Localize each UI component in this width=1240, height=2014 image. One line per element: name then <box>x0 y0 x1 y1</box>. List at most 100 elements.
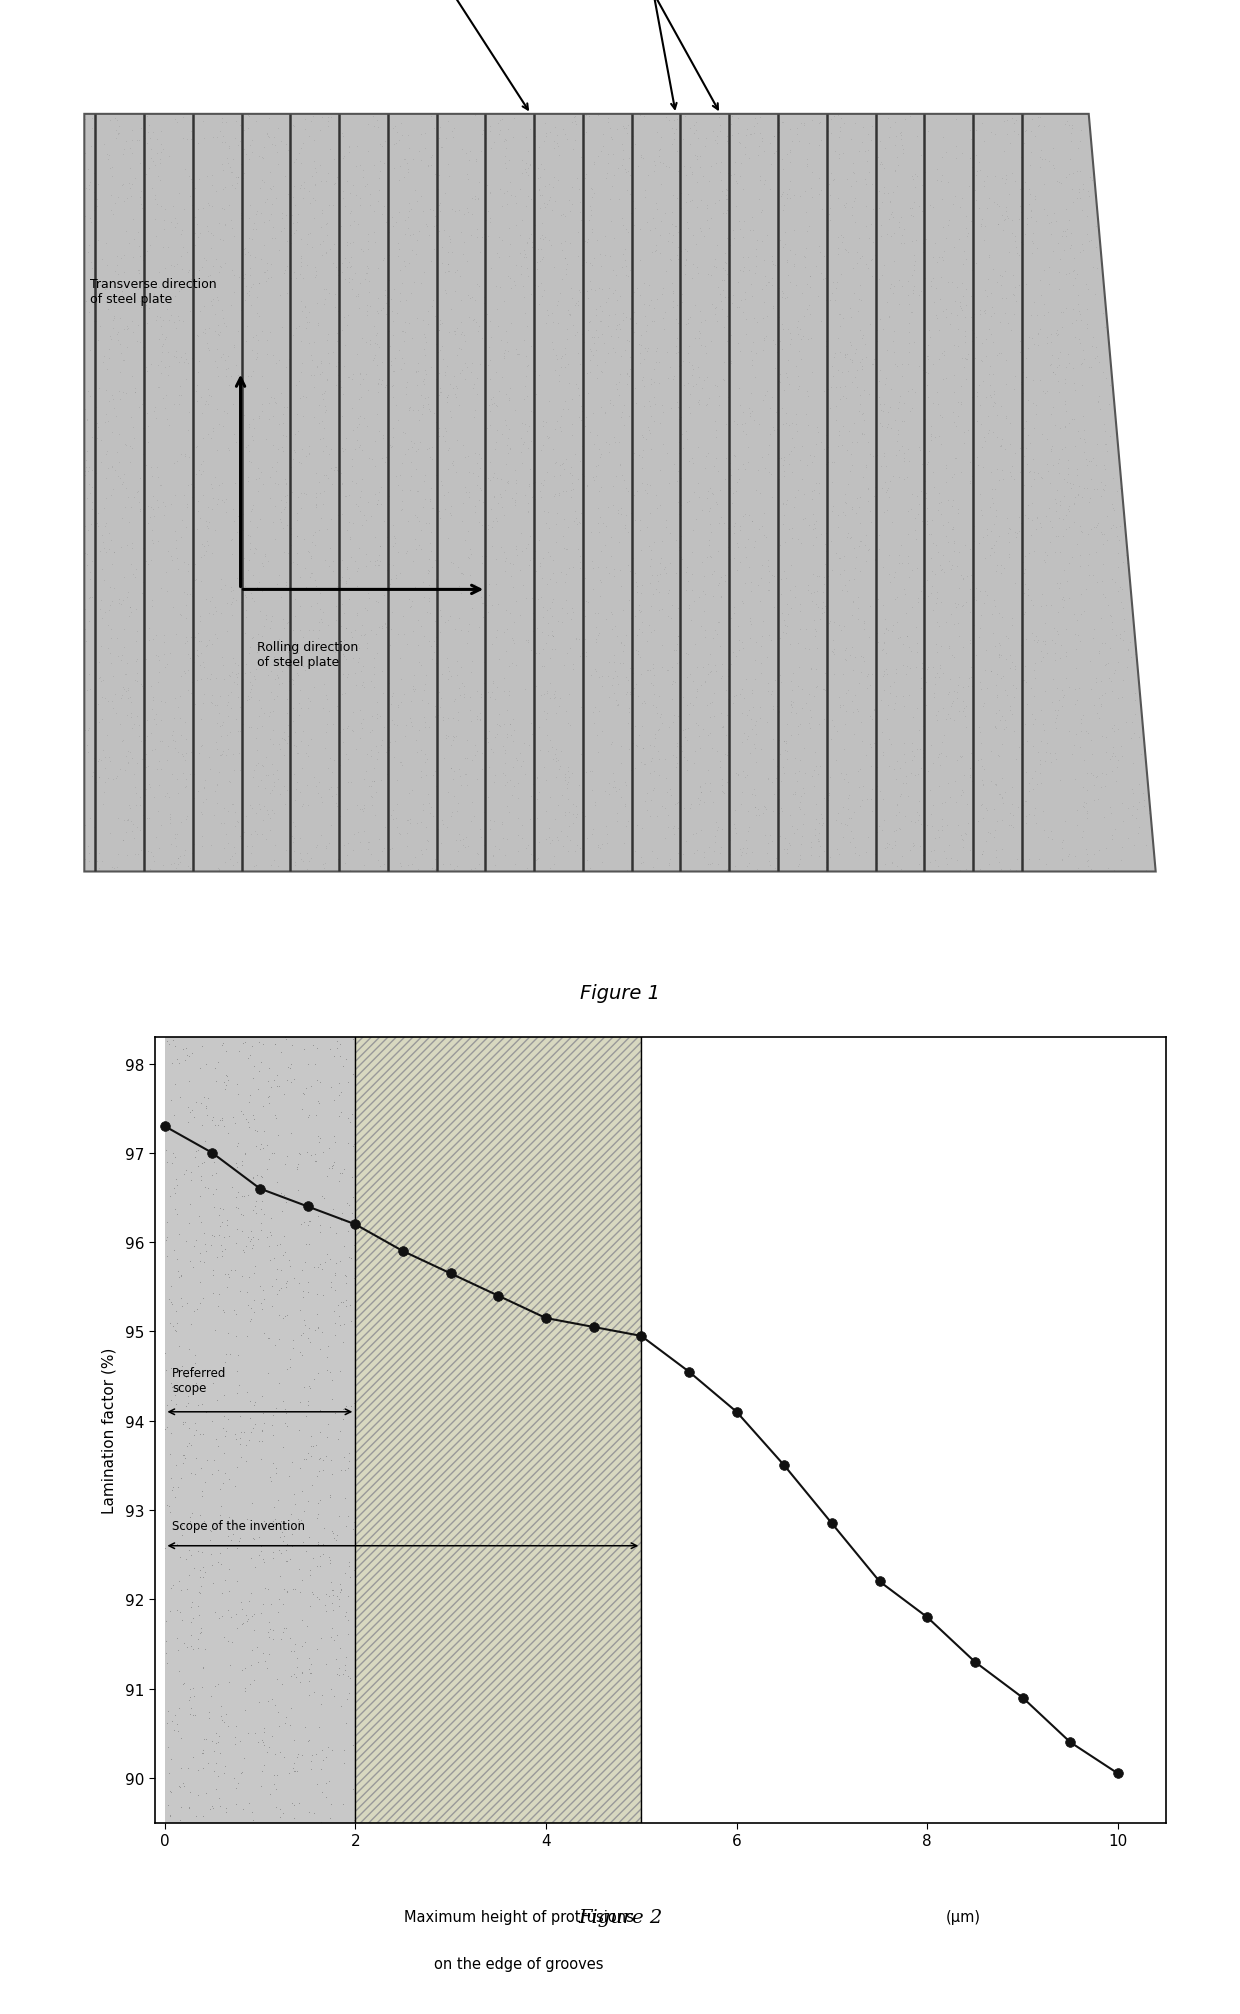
Point <box>193 530 213 562</box>
Point <box>537 796 557 828</box>
Point <box>435 177 455 209</box>
Point <box>712 775 732 808</box>
Point <box>404 673 424 705</box>
Point <box>463 592 482 624</box>
Point <box>551 401 570 433</box>
Point <box>684 290 704 322</box>
Point <box>692 373 712 405</box>
Point <box>337 310 357 342</box>
Point <box>353 236 373 268</box>
Point <box>104 187 124 220</box>
Point <box>775 284 795 316</box>
Point <box>889 290 909 322</box>
Point <box>813 836 833 868</box>
Point <box>487 673 507 705</box>
Point <box>294 264 314 296</box>
Point <box>498 681 518 713</box>
Point <box>621 713 641 745</box>
Point <box>234 234 254 266</box>
Point <box>186 459 206 491</box>
Point <box>403 616 423 649</box>
Point <box>439 316 459 348</box>
Point <box>864 544 884 576</box>
Point <box>198 1172 218 1204</box>
Point <box>208 852 228 884</box>
Point <box>392 747 412 779</box>
Point <box>748 570 768 602</box>
Point <box>600 385 620 417</box>
Point <box>1045 358 1065 391</box>
Point <box>956 244 976 276</box>
Point <box>110 709 130 741</box>
Point <box>914 334 934 367</box>
Point <box>734 242 754 274</box>
Point <box>310 1442 330 1474</box>
Point <box>683 691 703 723</box>
Point <box>451 578 471 610</box>
Point <box>537 189 557 222</box>
Point <box>299 1229 319 1261</box>
Point <box>461 356 481 389</box>
Point <box>864 240 884 272</box>
Point <box>931 429 951 461</box>
Point <box>263 715 283 747</box>
Point <box>234 399 254 431</box>
Point <box>265 1029 285 1061</box>
Point <box>428 336 448 369</box>
Point <box>993 215 1013 248</box>
Point <box>394 348 414 381</box>
Point <box>191 626 211 659</box>
Point <box>98 763 118 796</box>
Point <box>733 832 753 864</box>
Point <box>559 761 579 794</box>
Point <box>171 1752 191 1784</box>
Point <box>942 514 962 546</box>
Point <box>155 393 175 425</box>
Point <box>362 765 382 798</box>
Point <box>591 568 611 600</box>
Point <box>725 818 745 850</box>
Point <box>630 101 650 133</box>
Point <box>356 574 376 606</box>
Point <box>434 479 454 512</box>
Point <box>696 336 715 369</box>
Point <box>304 614 324 646</box>
Point <box>88 745 108 777</box>
Point <box>970 717 990 749</box>
Point <box>317 709 337 741</box>
Point <box>316 681 336 713</box>
Point <box>285 419 305 451</box>
Point <box>179 258 198 290</box>
Point <box>673 715 693 747</box>
Point <box>133 578 153 610</box>
Point <box>780 137 800 169</box>
Point <box>601 614 621 646</box>
Point <box>506 586 526 618</box>
Point <box>926 699 946 731</box>
Point <box>1029 141 1049 173</box>
Point <box>682 443 702 475</box>
Point <box>466 763 486 796</box>
Point <box>274 536 294 568</box>
Point <box>244 1506 264 1539</box>
Point <box>955 417 975 449</box>
Point <box>792 673 812 705</box>
Point <box>410 755 430 787</box>
Point <box>312 1539 332 1571</box>
Point <box>351 268 371 300</box>
Point <box>284 1263 304 1295</box>
Point <box>866 471 885 504</box>
Point <box>314 669 334 701</box>
Point <box>832 574 852 606</box>
Point <box>1074 169 1094 201</box>
Point <box>319 773 339 806</box>
Point <box>737 121 756 153</box>
Point <box>863 228 883 260</box>
Point <box>745 792 765 824</box>
Point <box>219 661 239 693</box>
Point <box>306 1146 326 1178</box>
Point <box>320 1355 340 1388</box>
Point <box>334 1746 353 1778</box>
Point <box>1086 211 1106 244</box>
Point <box>224 667 244 699</box>
